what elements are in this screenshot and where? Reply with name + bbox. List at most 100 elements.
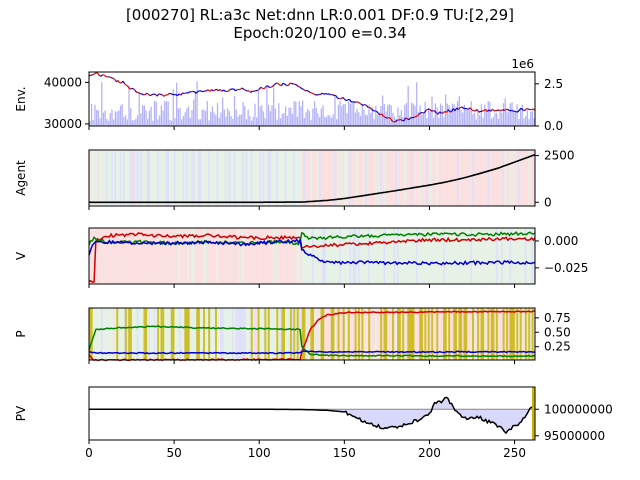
action-shade [514,228,517,284]
action-shade [340,228,343,284]
action-shade [378,150,381,206]
action-shade [393,308,396,360]
action-shade [201,228,204,284]
action-shade [175,308,178,360]
price-segment [279,84,282,87]
action-shade [128,228,130,284]
price-segment [407,118,410,121]
volume-bar [118,110,120,126]
action-shade [218,228,221,284]
action-shade [517,150,520,206]
volume-bar [203,109,205,126]
action-shade [112,228,115,284]
action-shade [499,150,501,206]
volume-bar [373,119,375,126]
action-shade [405,308,408,360]
action-shade [393,150,396,206]
trade-marker [203,308,206,360]
action-shade [364,308,367,360]
action-shade [97,228,100,284]
action-shade [271,150,273,206]
volume-bar [300,106,302,126]
action-shade [279,228,282,284]
action-shade [143,228,146,284]
action-shade [294,308,297,360]
action-shade [182,150,185,206]
action-shade [419,150,421,206]
action-shade [490,150,493,206]
action-shade [417,150,420,206]
action-shade [529,150,532,206]
action-shade [126,228,129,284]
action-shade [214,150,217,206]
volume-bar [208,120,210,126]
volume-bar [368,104,370,126]
action-shade [247,228,250,284]
action-shade [436,150,438,206]
volume-bar [405,102,408,126]
action-shade [157,228,159,284]
volume-bar [281,113,283,126]
action-shade [102,228,105,284]
action-shade [266,228,268,284]
action-shade [206,308,209,360]
price-segment [361,103,364,106]
panel-frame [88,71,536,127]
action-shade [148,228,151,284]
volume-bar [385,111,387,126]
x-tick-label: 250 [503,446,526,460]
volume-bar [400,110,403,126]
volume-bar [390,105,392,126]
volume-bar [169,119,171,126]
panel-pv: 95000000 100000000 0 50 100 150 200 250 PV [14,386,613,460]
action-shade [489,228,491,284]
trade-marker [332,308,335,360]
action-shade [499,228,501,284]
trade-marker [492,308,495,360]
volume-bar [324,116,326,126]
action-shade [378,308,381,360]
action-shade [424,150,427,206]
action-shade [158,228,161,284]
action-shade [322,228,324,284]
volume-bar [295,101,297,126]
trade-marker [361,308,364,360]
action-shade [420,150,423,206]
volume-bar [223,109,225,126]
action-shade [514,150,517,206]
volume-bar [186,108,188,126]
trade-marker [463,308,466,360]
action-shade [494,228,496,284]
volume-bar [509,103,511,126]
action-shade [194,308,197,360]
action-shade [216,228,219,284]
action-shade [485,308,488,360]
action-shade [470,308,473,360]
action-shade [441,228,444,284]
trade-marker [342,308,345,360]
price-segment [177,93,180,97]
action-shade [288,150,290,206]
volume-bar [155,101,157,126]
trade-marker [162,308,165,360]
trade-marker [509,308,512,360]
action-shade [277,228,280,284]
action-shade [231,150,234,206]
volume-bar [237,116,239,126]
volume-bar [416,82,418,126]
action-shade [228,308,231,360]
action-shade [267,228,270,284]
action-shade [334,308,336,360]
action-shade [437,308,440,360]
action-shade [376,308,379,360]
volume-bar [307,108,309,126]
volume-bar [320,108,323,126]
trade-marker [516,308,519,360]
price-segment [98,74,102,77]
price-segment [212,89,216,92]
series-red [88,232,536,283]
volume-bar [526,110,528,126]
action-shade [325,308,328,360]
action-shade [240,308,243,360]
y-axis-label: Env. [14,86,28,111]
